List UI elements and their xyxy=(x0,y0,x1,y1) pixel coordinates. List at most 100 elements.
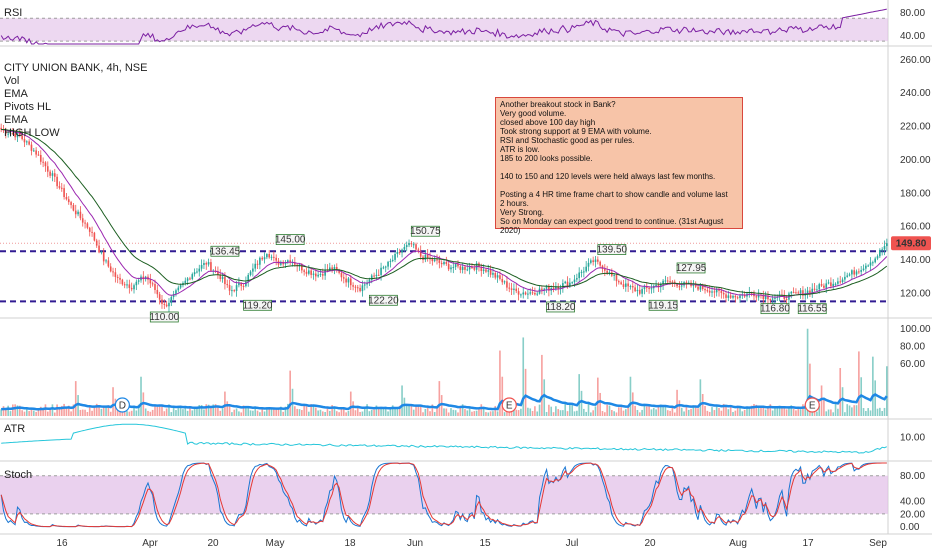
volume-bar xyxy=(275,409,278,416)
candle-body xyxy=(790,291,793,294)
candle-body xyxy=(335,267,338,271)
candle-body xyxy=(154,284,156,290)
volume-bar xyxy=(669,410,671,416)
candle-body xyxy=(240,283,243,286)
candle-body xyxy=(664,280,667,282)
candle-body xyxy=(16,132,19,138)
candle-body xyxy=(601,265,604,270)
volume-bar xyxy=(314,407,317,416)
volume-bar xyxy=(736,405,739,416)
stoch-pane xyxy=(0,462,888,528)
candle-body xyxy=(391,259,394,261)
candle-body xyxy=(732,295,734,298)
stoch-band xyxy=(0,475,888,514)
volume-bar xyxy=(25,408,28,416)
candle-body xyxy=(207,262,210,265)
volume-bar xyxy=(564,403,567,416)
volume-bar xyxy=(130,410,133,416)
volume-bar xyxy=(664,406,667,416)
candle-body xyxy=(515,288,518,292)
candle-body xyxy=(643,286,646,290)
volume-bar xyxy=(154,405,156,416)
volume-bar xyxy=(112,387,114,416)
candle-body xyxy=(105,260,107,262)
volume-bar xyxy=(270,409,273,416)
volume-bar xyxy=(720,410,723,416)
candle-body xyxy=(170,297,173,303)
annotation-line: 185 to 200 looks possible. xyxy=(500,154,593,163)
candle-body xyxy=(23,139,26,143)
candle-body xyxy=(254,263,257,269)
volume-bar xyxy=(116,406,119,416)
volume-bar xyxy=(366,404,368,416)
volume-bar xyxy=(597,377,599,416)
volume-bar xyxy=(205,404,208,416)
volume-bar xyxy=(49,407,51,416)
volume-bar xyxy=(594,406,597,416)
candle-body xyxy=(394,253,396,260)
volume-bar xyxy=(391,405,394,416)
candle-body xyxy=(534,292,536,295)
volume-bar xyxy=(487,412,490,416)
candle-body xyxy=(168,302,170,307)
stoch-tick-label: 0.00 xyxy=(900,522,920,533)
volume-bar xyxy=(384,407,387,416)
volume-bar xyxy=(377,408,380,416)
volume-bars xyxy=(0,328,888,416)
volume-bar xyxy=(517,410,520,416)
candle-body xyxy=(433,259,436,262)
candle-body xyxy=(813,288,816,290)
candle-body xyxy=(492,273,494,275)
candle-body xyxy=(851,270,853,275)
candle-body xyxy=(408,243,410,246)
volume-bar xyxy=(473,411,476,416)
candle-body xyxy=(576,278,578,280)
pivot-label: 139.50 xyxy=(597,244,628,256)
volume-bar xyxy=(151,409,154,416)
volume-bar xyxy=(774,407,776,416)
candle-body xyxy=(872,262,874,264)
candle-body xyxy=(883,246,886,250)
candle-body xyxy=(368,279,371,283)
rsi-band xyxy=(0,18,888,42)
volume-bar xyxy=(417,405,420,416)
candle-body xyxy=(39,154,42,162)
candle-body xyxy=(186,278,189,281)
volume-bar xyxy=(12,404,14,416)
candle-body xyxy=(123,284,126,286)
volume-bar xyxy=(732,411,734,416)
candle-body xyxy=(273,256,275,258)
volume-bar xyxy=(422,412,424,416)
candle-body xyxy=(359,287,361,292)
volume-bar xyxy=(214,404,217,416)
time-tick-label: May xyxy=(266,538,285,549)
candle-body xyxy=(767,295,769,300)
volume-bar xyxy=(263,411,266,416)
candle-body xyxy=(361,285,364,292)
volume-bar xyxy=(494,405,497,416)
volume-bar xyxy=(333,406,336,416)
volume-bar xyxy=(541,354,543,416)
volume-bar xyxy=(91,410,93,416)
volume-bar xyxy=(748,407,751,416)
volume-bar xyxy=(820,385,823,416)
volume-bar xyxy=(552,412,555,416)
candle-body xyxy=(352,285,354,287)
candle-body xyxy=(196,271,198,273)
volume-bar xyxy=(617,407,620,416)
volume-bar xyxy=(722,403,725,416)
candle-body xyxy=(722,293,725,295)
candle-body xyxy=(380,267,382,275)
volume-bar xyxy=(396,407,399,416)
volume-bar xyxy=(310,404,312,416)
candle-body xyxy=(762,295,765,300)
legend-high-low: HIGH LOW xyxy=(4,127,60,139)
candle-body xyxy=(886,243,888,247)
time-tick-label: Sep xyxy=(869,538,887,549)
volume-bar xyxy=(312,404,315,416)
volume-bar xyxy=(576,410,578,416)
annotation-line: RSI and Stochastic good as per rules. xyxy=(500,136,635,145)
candle-body xyxy=(98,245,100,253)
candle-body xyxy=(333,267,336,270)
volume-bar xyxy=(389,407,392,416)
